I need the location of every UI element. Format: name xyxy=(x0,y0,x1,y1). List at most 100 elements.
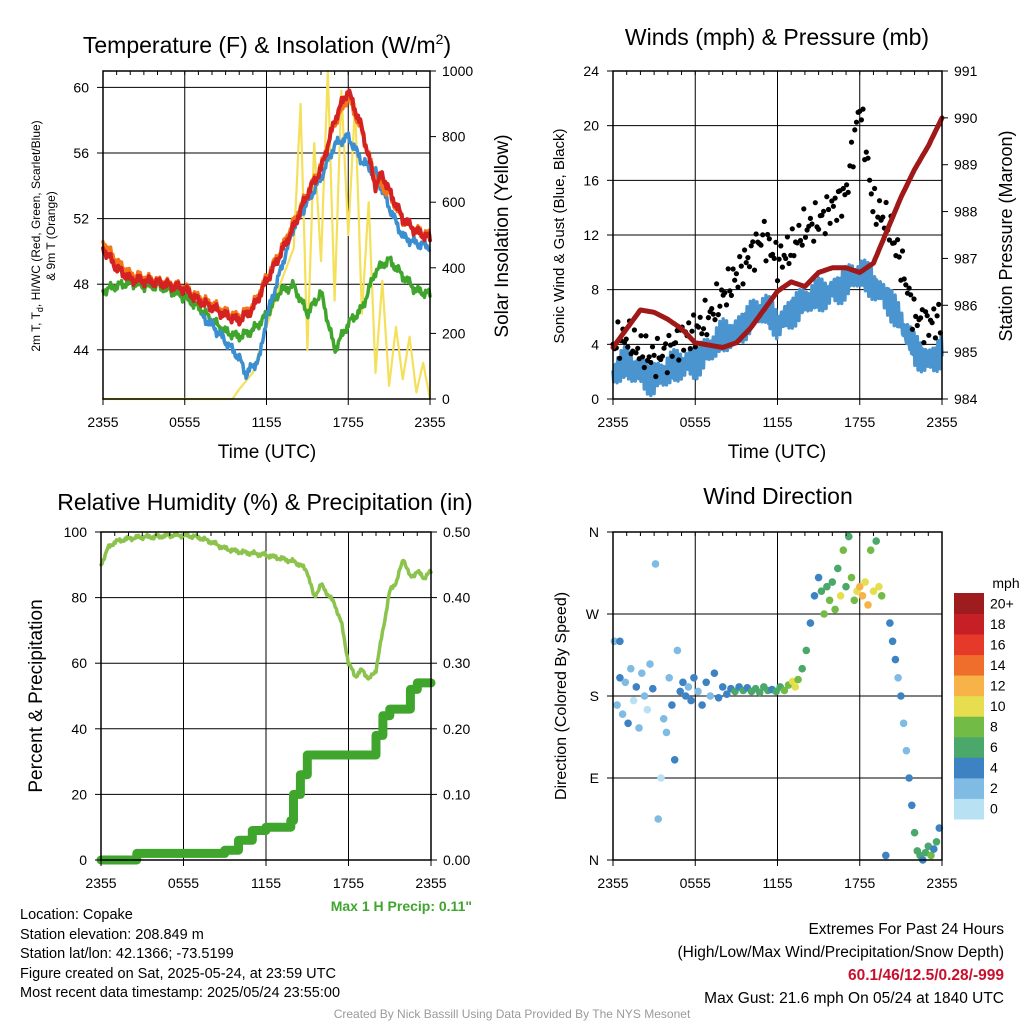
y-tick-label-left: 20 xyxy=(583,118,599,134)
colorbar-swatch xyxy=(954,634,984,656)
x-tick-label: 1155 xyxy=(762,414,792,430)
wind-direction-point xyxy=(891,655,900,664)
x-tick-label: 1155 xyxy=(251,875,281,891)
gust-point xyxy=(802,234,809,240)
y-tick-label-right: 400 xyxy=(442,260,466,276)
gust-point xyxy=(816,226,822,232)
gust-point xyxy=(697,314,703,320)
gust-point xyxy=(834,217,840,223)
gust-point xyxy=(625,344,631,350)
gust-point xyxy=(615,319,621,325)
gust-point xyxy=(901,276,907,282)
gust-point xyxy=(891,240,897,246)
gust-point xyxy=(932,335,939,341)
gust-point xyxy=(908,292,914,298)
gust-point xyxy=(868,191,874,197)
gust-point xyxy=(776,256,782,262)
colorbar-swatch xyxy=(954,736,984,758)
gust-point xyxy=(873,221,879,227)
gust-point xyxy=(934,313,940,319)
gust-point xyxy=(799,242,805,248)
gust-point xyxy=(689,328,695,334)
gust-point xyxy=(702,297,708,303)
wind-direction-point xyxy=(932,838,941,846)
y-tick-label-right: 0.50 xyxy=(443,524,470,540)
wind-direction-point xyxy=(866,546,875,554)
gust-point xyxy=(753,231,759,237)
wind-direction-point xyxy=(820,610,828,618)
gust-point xyxy=(669,353,675,359)
extremes-subheading: (High/Low/Max Wind/Precipitation/Snow De… xyxy=(677,944,1005,961)
gust-point xyxy=(710,311,716,317)
wind-direction-point xyxy=(643,705,652,714)
y-tick-label-right: 0 xyxy=(442,391,450,407)
y-tick-label-right: 987 xyxy=(954,250,978,266)
gust-point xyxy=(918,315,924,321)
series-line-sonic-wind xyxy=(611,258,944,398)
gust-point xyxy=(923,309,929,315)
wind-direction-point xyxy=(927,851,935,860)
x-tick-label: 2355 xyxy=(597,875,628,891)
wind-direction-point xyxy=(632,683,641,691)
wind-direction-point xyxy=(698,701,706,709)
wind-direction-point xyxy=(825,596,834,605)
gust-point xyxy=(784,234,791,240)
gust-point xyxy=(717,303,723,309)
gust-point xyxy=(743,260,749,266)
gust-point xyxy=(651,352,657,358)
elevation-text: Station elevation: 208.849 m xyxy=(20,926,204,943)
gust-point xyxy=(732,277,738,283)
y-tick-label-right: 600 xyxy=(442,194,466,210)
x-tick-label: 0555 xyxy=(680,414,711,430)
gust-point xyxy=(715,312,721,318)
gust-point xyxy=(789,226,795,232)
wind-direction-point xyxy=(621,678,630,687)
wind-direction-point xyxy=(710,669,719,677)
y-tick-label-left: W xyxy=(586,606,600,622)
x-tick-label: 0555 xyxy=(680,875,711,891)
wind-direction-point xyxy=(629,696,638,705)
colorbar-swatch xyxy=(954,716,984,738)
gust-point xyxy=(779,264,786,270)
colorbar-label: 10 xyxy=(990,698,1006,714)
gust-point xyxy=(735,284,741,290)
y-tick-label-right: 991 xyxy=(954,63,978,79)
gust-point xyxy=(742,247,748,253)
wind-direction-point xyxy=(908,801,916,810)
wind-direction-point xyxy=(780,686,789,695)
gust-point xyxy=(774,278,781,284)
wind-direction-point xyxy=(668,701,676,709)
wind-direction-point xyxy=(930,845,938,853)
y-tick-label-left: E xyxy=(590,770,599,786)
wind-direction-point xyxy=(897,692,905,700)
wind-direction-point xyxy=(831,605,839,614)
gust-point xyxy=(850,164,856,170)
max-precip-label: Max 1 H Precip: 0.11" xyxy=(331,898,472,914)
gust-point xyxy=(840,185,846,192)
location-text: Location: Copake xyxy=(20,907,133,923)
y-tick-label-left: N xyxy=(589,852,599,868)
gust-point xyxy=(852,127,858,133)
wind-direction-point xyxy=(702,678,710,687)
gust-point xyxy=(791,253,797,259)
extremes-heading: Extremes For Past 24 Hours xyxy=(808,921,1004,938)
gust-point xyxy=(845,189,851,195)
gust-point xyxy=(633,350,639,356)
gust-point xyxy=(865,155,871,161)
colorbar-title: mph xyxy=(992,575,1019,591)
gust-point xyxy=(771,255,777,261)
colorbar-label: 8 xyxy=(990,719,998,735)
wind-direction-point xyxy=(665,674,673,682)
y-tick-label-left: 80 xyxy=(71,590,87,606)
y-tick-label-left: 8 xyxy=(591,282,599,298)
gust-point xyxy=(886,237,893,243)
gust-point xyxy=(646,354,652,360)
x-tick-label: 1755 xyxy=(844,414,875,430)
y-tick-label-left: 16 xyxy=(583,172,599,188)
gust-point xyxy=(909,326,916,332)
gust-point xyxy=(824,194,830,200)
gust-point xyxy=(704,332,710,338)
extremes-values: 60.1/46/12.5/0.28/-999 xyxy=(848,967,1004,984)
y-tick-label-right: 990 xyxy=(954,110,978,126)
wind-direction-point xyxy=(861,578,869,586)
